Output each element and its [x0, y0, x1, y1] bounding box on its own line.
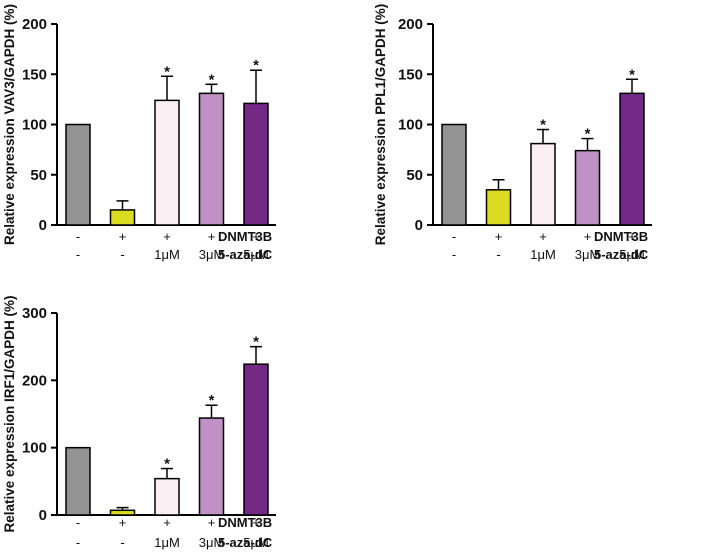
ppl1-significance-star: *: [585, 126, 591, 143]
vav3-significance-star: *: [164, 63, 170, 80]
irf1-significance-star: *: [164, 456, 170, 473]
ppl1-significance-star: *: [540, 117, 546, 134]
vav3-significance-star: *: [253, 57, 259, 74]
irf1-bar: [198, 417, 225, 516]
ppl1-condition-label: +: [628, 229, 636, 244]
ppl1-condition-label: 1μM: [530, 247, 556, 262]
ppl1-condition-label: -: [452, 229, 456, 244]
vav3-condition-row-title: DNMT3B: [218, 229, 272, 244]
irf1-condition-row-title: DNMT3B: [218, 515, 272, 530]
ppl1-bar: [485, 189, 512, 226]
irf1-condition-label: 1μM: [154, 535, 180, 550]
irf1-condition-label: 5μM: [243, 535, 269, 550]
vav3-y-axis-label: Relative expression VAV3/GAPDH (%): [2, 4, 17, 245]
irf1-condition-label: -: [120, 535, 124, 550]
ppl1-condition-row-title: DNMT3B: [594, 229, 648, 244]
ppl1-y-axis-label: Relative expression PPL1/GAPDH (%): [373, 4, 388, 246]
irf1-condition-row-title: 5-aza-dC: [218, 535, 273, 550]
ppl1-y-tick-label: 100: [398, 117, 423, 134]
irf1-y-tick-label: 200: [22, 372, 47, 389]
vav3-condition-label: -: [76, 247, 80, 262]
ppl1-y-tick-label: 50: [406, 167, 423, 184]
ppl1-y-tick-label: 200: [398, 16, 423, 33]
vav3-condition-row-title: 5-aza-dC: [218, 247, 273, 262]
ppl1-y-tick-label: 150: [398, 66, 423, 83]
irf1-y-axis-label: Relative expression IRF1/GAPDH (%): [2, 295, 17, 532]
vav3-y-tick-label: 0: [39, 217, 47, 234]
vav3-bar: [198, 92, 225, 226]
vav3-condition-label: 5μM: [243, 247, 269, 262]
vav3-condition-label: +: [163, 229, 171, 244]
irf1-significance-star: *: [253, 334, 259, 351]
vav3-significance-star: *: [209, 71, 215, 88]
irf1-condition-label: +: [163, 515, 171, 530]
ppl1-condition-label: 5μM: [619, 247, 645, 262]
vav3-condition-label: -: [120, 247, 124, 262]
vav3-bar: [109, 209, 136, 226]
ppl1-condition-label: +: [584, 229, 592, 244]
vav3-y-tick-label: 100: [22, 117, 47, 134]
irf1-condition-label: +: [252, 515, 260, 530]
vav3-bar: [65, 123, 91, 226]
vav3-y-tick-label: 150: [22, 66, 47, 83]
ppl1-bar: [619, 92, 645, 226]
ppl1-bar: [530, 142, 556, 226]
irf1-condition-label: 3μM: [199, 535, 225, 550]
irf1-significance-star: *: [209, 392, 215, 409]
vav3-condition-label: +: [119, 229, 127, 244]
irf1-condition-label: +: [119, 515, 127, 530]
vav3-condition-label: 3μM: [199, 247, 225, 262]
ppl1-bar: [441, 123, 467, 226]
ppl1-significance-star: *: [629, 66, 635, 83]
ppl1-condition-label: 3μM: [575, 247, 601, 262]
irf1-condition-label: -: [76, 535, 80, 550]
ppl1-condition-row-title: 5-aza-dC: [594, 247, 649, 262]
irf1-y-tick-label: 0: [39, 507, 47, 524]
vav3-bar: [154, 99, 180, 226]
vav3-condition-label: 1μM: [154, 247, 180, 262]
vav3-condition-label: -: [76, 229, 80, 244]
irf1-bar: [65, 446, 91, 516]
ppl1-y-tick-label: 0: [415, 217, 423, 234]
irf1-bar: [154, 477, 180, 516]
irf1-condition-label: -: [76, 515, 80, 530]
ppl1-condition-label: -: [496, 247, 500, 262]
irf1-y-tick-label: 100: [22, 440, 47, 457]
irf1-condition-label: +: [208, 515, 216, 530]
vav3-y-tick-label: 200: [22, 16, 47, 33]
irf1-y-tick-label: 300: [22, 305, 47, 322]
irf1-bar: [243, 363, 269, 516]
vav3-bar: [243, 102, 269, 226]
ppl1-bar: [574, 149, 601, 226]
ppl1-condition-label: -: [452, 247, 456, 262]
vav3-y-tick-label: 50: [30, 167, 47, 184]
vav3-condition-label: +: [252, 229, 260, 244]
vav3-condition-label: +: [208, 229, 216, 244]
ppl1-condition-label: +: [539, 229, 547, 244]
ppl1-condition-label: +: [495, 229, 503, 244]
